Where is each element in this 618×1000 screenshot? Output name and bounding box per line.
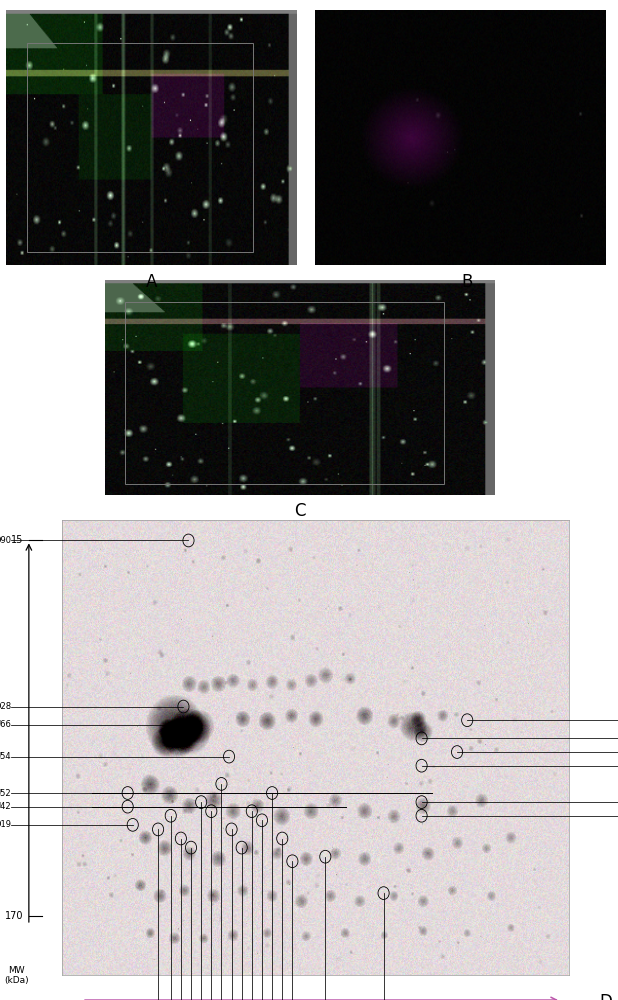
Bar [125,302,444,484]
Text: D19: D19 [0,820,11,829]
Text: U54: U54 [0,752,11,761]
Text: U42: U42 [0,802,11,811]
Text: D90: D90 [0,536,11,545]
Text: D28: D28 [0,702,11,711]
Text: A: A [146,273,157,291]
Text: B: B [461,273,472,291]
Text: MW
(kDa): MW (kDa) [4,966,28,985]
Text: U52: U52 [0,788,11,798]
Bar [27,43,253,252]
Text: 15: 15 [11,535,24,545]
Text: C: C [294,502,305,520]
Text: D: D [599,993,612,1000]
Text: U66: U66 [0,720,11,729]
Text: 170: 170 [6,911,24,921]
